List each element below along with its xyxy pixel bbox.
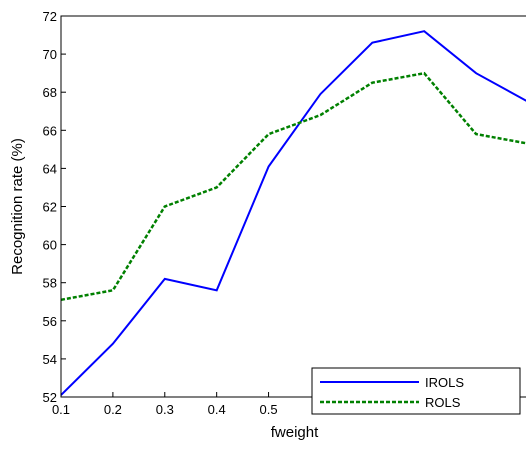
legend-box	[311, 367, 521, 415]
y-tick-label: 64	[43, 161, 57, 176]
y-tick-label: 68	[43, 85, 57, 100]
x-tick-label: 0.2	[104, 402, 122, 417]
y-axis-ticks: 52 54 56 58 60 62 64 66 68 70 72	[43, 9, 66, 405]
y-tick-label: 66	[43, 123, 57, 138]
x-tick-label: 0.5	[260, 402, 278, 417]
y-tick-label: 58	[43, 276, 57, 291]
x-tick-label: 0.3	[156, 402, 174, 417]
y-tick-label: 60	[43, 238, 57, 253]
plot-area	[60, 30, 526, 396]
y-tick-label: 72	[43, 9, 57, 24]
y-tick-label: 62	[43, 200, 57, 215]
y-tick-label: 70	[43, 47, 57, 62]
y-tick-label: 52	[43, 390, 57, 405]
series-line-rols	[60, 71, 526, 302]
legend-label-irols: IROLS	[425, 375, 464, 390]
x-axis-label: fweight	[271, 424, 319, 441]
x-tick-label: 0.4	[208, 402, 226, 417]
legend: IROLS ROLS	[311, 367, 521, 415]
series-line-irols	[60, 30, 526, 396]
legend-label-rols: ROLS	[425, 395, 461, 410]
y-axis-label: Recognition rate (%)	[9, 138, 26, 275]
y-tick-label: 56	[43, 314, 57, 329]
x-tick-label: 0.1	[52, 402, 70, 417]
y-tick-label: 54	[43, 352, 57, 367]
